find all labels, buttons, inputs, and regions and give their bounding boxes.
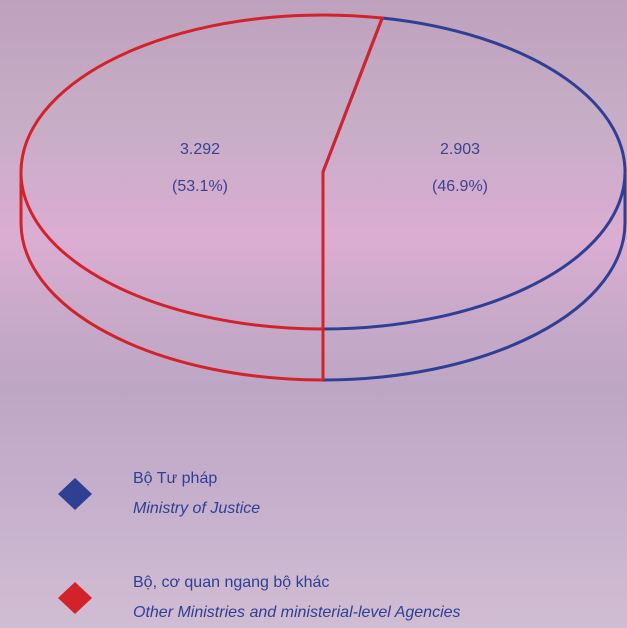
value-label: 3.292	[180, 141, 220, 158]
background-photo	[0, 0, 627, 628]
legend-label: Bộ, cơ quan ngang bộ khác	[133, 574, 329, 591]
legend-label-en: Ministry of Justice	[133, 500, 260, 517]
chart: 2.903 (46.9%) Bộ Tư pháp Ministry of Justic…	[0, 0, 627, 628]
legend-label-en: Other Ministries and ministerial-level A…	[133, 604, 461, 621]
percent-label: (46.9%)	[432, 178, 488, 195]
percent-label: (53.1%)	[172, 178, 228, 195]
page: 2.903 (46.9%) Bộ Tư pháp Ministry of Justic…	[0, 0, 627, 628]
value-label: 2.903	[440, 141, 480, 158]
legend-label: Bộ Tư pháp	[133, 470, 217, 487]
